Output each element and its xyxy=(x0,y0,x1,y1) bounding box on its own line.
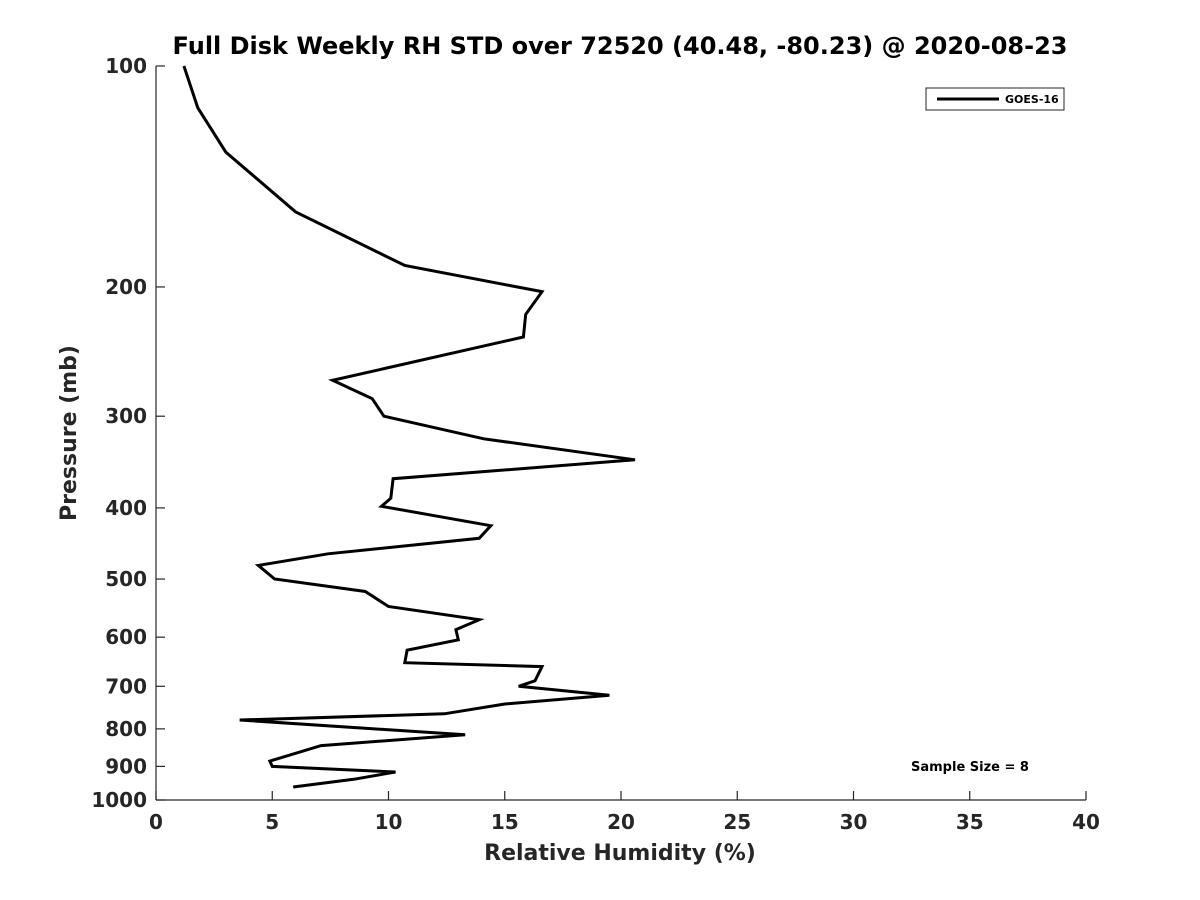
x-tick-label: 30 xyxy=(840,810,868,834)
plot-area xyxy=(155,66,1086,801)
y-ticks: 100 200 300 400 500 600 700 800 900 1000 xyxy=(91,54,165,812)
y-tick-label: 1000 xyxy=(91,788,147,812)
x-tick-label: 5 xyxy=(265,810,279,834)
y-tick-label: 800 xyxy=(105,717,147,741)
sample-size-annotation: Sample Size = 8 xyxy=(911,760,1029,775)
x-axis-label: Relative Humidity (%) xyxy=(484,841,756,866)
x-tick-label: 0 xyxy=(149,810,163,834)
x-tick-label: 10 xyxy=(375,810,403,834)
y-tick-label: 100 xyxy=(105,54,147,78)
legend-label-goes16: GOES-16 xyxy=(1005,93,1059,106)
x-tick-label: 20 xyxy=(607,810,635,834)
y-tick-label: 300 xyxy=(105,404,147,428)
x-tick-label: 25 xyxy=(723,810,751,834)
y-tick-label: 600 xyxy=(105,625,147,649)
x-tick-label: 15 xyxy=(491,810,519,834)
x-ticks: 0 5 10 15 20 25 30 35 40 xyxy=(149,791,1100,834)
y-tick-label: 400 xyxy=(105,496,147,520)
y-axis-label: Pressure (mb) xyxy=(57,345,82,521)
x-tick-label: 35 xyxy=(956,810,984,834)
x-tick-label: 40 xyxy=(1072,810,1100,834)
y-tick-label: 200 xyxy=(105,275,147,299)
y-tick-label: 700 xyxy=(105,674,147,698)
series-line-goes16 xyxy=(182,65,636,789)
legend: GOES-16 xyxy=(925,87,1065,111)
y-tick-label: 500 xyxy=(105,567,147,591)
y-tick-label: 900 xyxy=(105,754,147,778)
chart-title: Full Disk Weekly RH STD over 72520 (40.4… xyxy=(173,32,1068,60)
